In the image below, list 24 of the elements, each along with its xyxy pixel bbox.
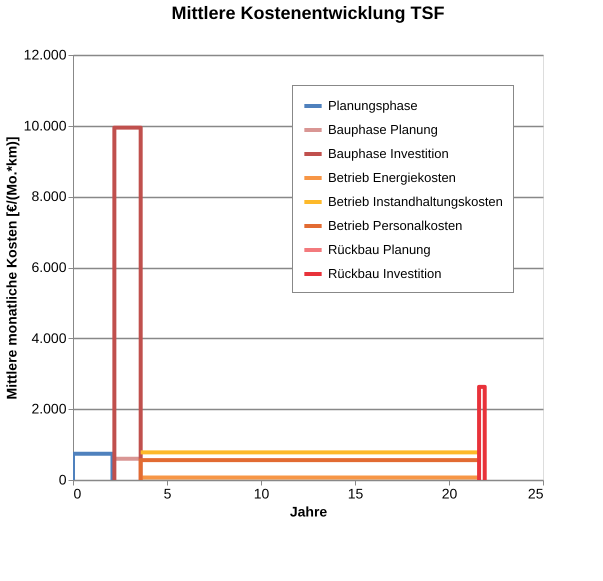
x-tick-label: 15 <box>348 486 364 502</box>
legend-label: Betrieb Energiekosten <box>328 170 456 185</box>
x-axis-title: Jahre <box>290 504 328 520</box>
legend-label: Betrieb Personalkosten <box>328 218 462 233</box>
y-axis-title: Mittlere monatliche Kosten [€/(Mo.*km)] <box>4 136 20 400</box>
x-tick-label: 20 <box>442 486 458 502</box>
y-tick-label: 8.000 <box>31 188 67 204</box>
legend-label: Bauphase Investition <box>328 146 449 161</box>
legend-label: Bauphase Planung <box>328 122 438 137</box>
x-tick-label: 0 <box>74 486 82 502</box>
chart-title: Mittlere Kostenentwicklung TSF <box>171 3 445 23</box>
y-tick-label: 4.000 <box>31 330 67 346</box>
x-tick-label: 10 <box>254 486 270 502</box>
legend-label: Betrieb Instandhaltungskosten <box>328 194 503 209</box>
y-tick-label: 0 <box>58 472 67 488</box>
y-tick-label: 6.000 <box>31 259 67 275</box>
y-tick-label: 10.000 <box>24 117 67 134</box>
y-tick-label: 2.000 <box>31 400 67 417</box>
legend-label: Planungsphase <box>328 98 418 113</box>
legend-label: Rückbau Investition <box>328 266 442 281</box>
legend-label: Rückbau Planung <box>328 242 431 257</box>
x-tick-label: 5 <box>164 486 172 502</box>
x-tick-label: 25 <box>528 486 544 502</box>
y-tick-label: 12.000 <box>24 46 67 62</box>
